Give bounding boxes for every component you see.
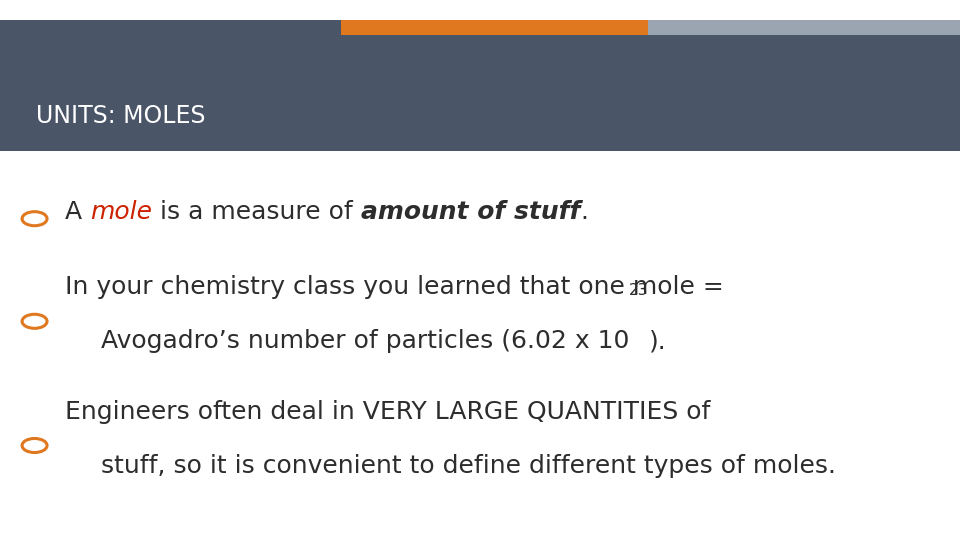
Text: Engineers often deal in VERY LARGE QUANTITIES of: Engineers often deal in VERY LARGE QUANT… [65,400,710,423]
Bar [648,20,960,35]
Text: 23: 23 [629,283,649,298]
Text: stuff, so it is convenient to define different types of moles.: stuff, so it is convenient to define dif… [101,454,836,477]
Text: Avogadro’s number of particles (6.02 x 10: Avogadro’s number of particles (6.02 x 1… [101,329,629,353]
Text: is a measure of: is a measure of [153,200,361,224]
Text: ).: ). [649,329,666,353]
Text: UNITS: MOLES: UNITS: MOLES [36,104,206,129]
Text: mole: mole [90,200,153,224]
Text: amount of stuff: amount of stuff [361,200,581,224]
Text: In your chemistry class you learned that one mole =: In your chemistry class you learned that… [65,275,724,299]
Bar [341,20,648,35]
Text: .: . [581,200,588,224]
Bar [0,20,341,35]
Text: A: A [65,200,90,224]
Bar [0,35,960,151]
